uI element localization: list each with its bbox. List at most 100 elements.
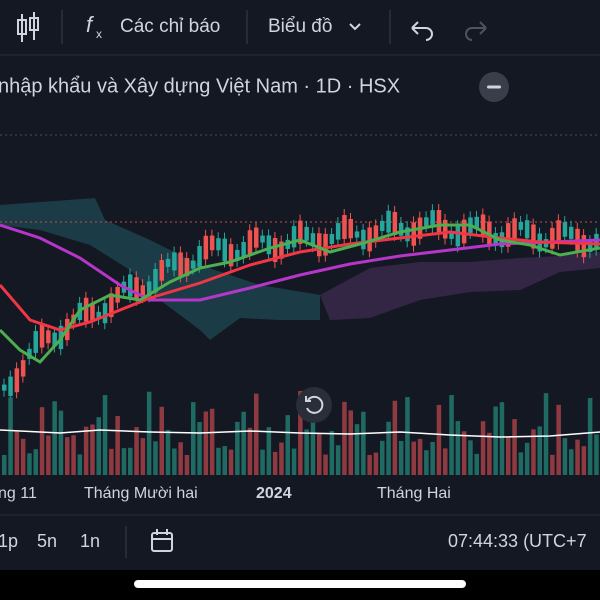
ma-green [0,223,600,364]
range-button[interactable]: 1n [80,531,100,551]
candle-body [134,277,139,300]
volume-bar [468,440,473,475]
volume-bar [310,418,316,475]
candle-body [159,260,164,281]
minus-icon [487,85,501,89]
candle-body [550,227,555,249]
chart-type-button[interactable]: Biểu đồ [268,16,332,37]
volume-bar [260,449,265,475]
volume-bar [165,429,171,475]
volume-bar [575,439,580,475]
candle-body [222,238,227,262]
candle-body [96,311,101,319]
volume-bar [109,448,114,475]
volume-bar [191,402,196,475]
candle-body [33,331,38,353]
candle-body [323,233,328,256]
candle-body [291,226,297,248]
candle-body [354,231,360,238]
volume-bar [58,410,64,475]
volume-bar [342,401,347,475]
candle-body [524,220,530,239]
volume-bar [216,447,221,475]
candle-body [581,235,587,258]
ma-purple [0,223,600,302]
redo-button[interactable] [465,21,487,41]
volume-bar [14,431,20,475]
volume-bar [266,427,272,475]
volume-bar [537,426,542,475]
candle-body [329,234,335,244]
cloud-purple [320,252,600,320]
volume-ma [0,429,600,438]
volume-bar [543,393,549,475]
candle-body [184,258,190,276]
volume-bar [178,442,183,475]
volume-bar [587,398,593,475]
time-label: Tháng Mười hai [84,485,198,502]
volume-bar [531,429,536,475]
candle-body [367,227,372,252]
candle-body [461,219,467,244]
candle-body [235,249,240,261]
volume-bar [272,451,278,475]
volume-bar [386,421,391,475]
chevron [349,23,361,31]
volume-bar [83,426,89,475]
candle-body [279,241,284,259]
candle-body [115,286,120,303]
candle-body [165,258,171,267]
candle-body [380,220,385,231]
reset-button[interactable] [296,387,332,423]
indicators-button[interactable]: Các chỉ báo [120,16,220,37]
candle-body [178,252,183,277]
undo-button[interactable] [411,21,433,41]
candle-icon[interactable] [17,12,39,42]
volume-bar [46,435,51,475]
candle-body [594,233,599,250]
fx-icon[interactable]: f [86,12,95,37]
volume-bar [392,400,398,475]
candle-body [153,269,158,293]
volume-bar [512,419,517,475]
candle-body [254,227,259,248]
candle-body [172,252,177,271]
volume-bar [209,408,215,475]
volume-bar [115,415,120,475]
volume-bar [228,449,234,475]
volume-bar [411,441,416,475]
candle-body [518,221,524,230]
volume-bar [90,424,95,475]
candle-body [556,220,561,244]
candle-body [304,226,309,241]
date-range-button[interactable] [151,529,173,552]
candle-body [83,297,89,322]
range-button[interactable]: 1p [0,531,18,551]
candle-body [348,218,353,239]
candle-body [335,223,341,240]
volume-bar [140,438,146,475]
candle-body [361,229,366,250]
volume-bar [222,446,227,475]
candle-body [455,226,461,247]
candle-body [587,241,593,253]
volume-bar [417,438,423,475]
candle-body [386,210,391,233]
symbol-title: nhập khẩu và Xây dựng Việt Nam · 1D · HS… [0,75,400,97]
volume-bar [323,454,328,475]
candle-body [531,224,536,249]
candle-body [197,246,202,267]
candle-body [310,233,316,247]
candle-body [20,360,26,377]
volume-bar [424,450,429,475]
candle-body [2,384,7,391]
volume-bar [329,430,335,475]
volume-bar [121,448,127,475]
volume-bar [279,442,284,475]
volume-bar [569,449,574,475]
volume-bar [474,453,479,475]
volume-bar [461,431,467,475]
range-button[interactable]: 5n [37,531,57,551]
volume [2,390,599,475]
